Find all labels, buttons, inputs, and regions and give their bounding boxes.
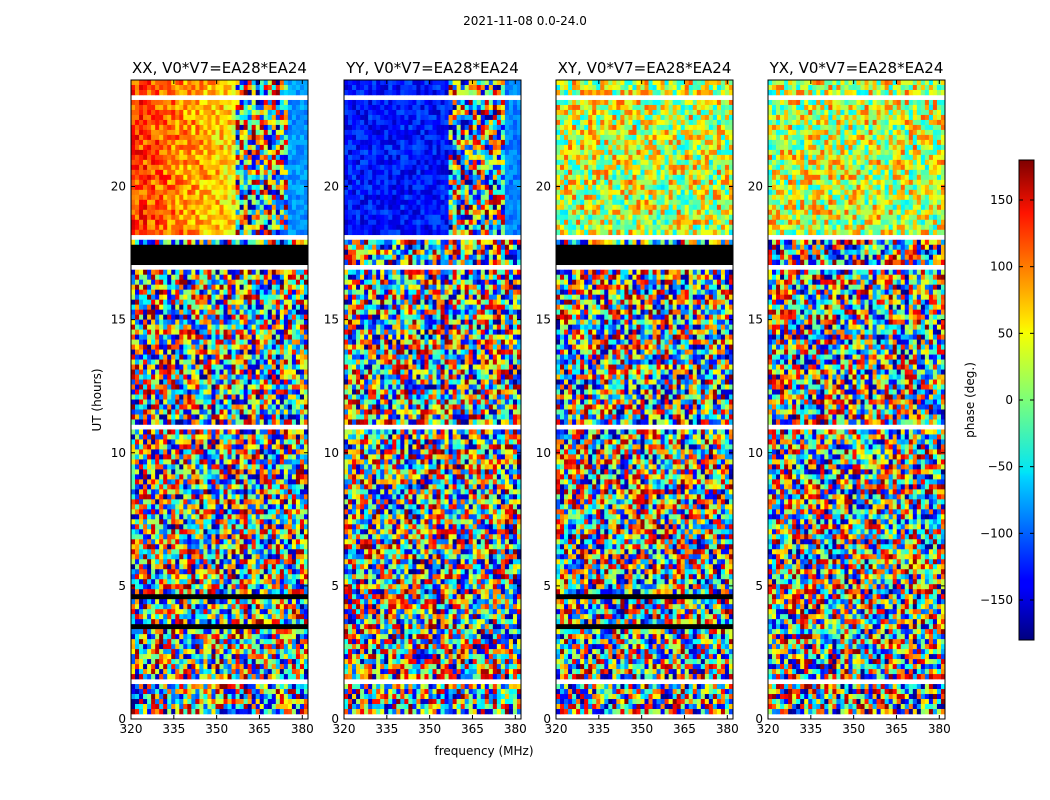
panel-title: XX, V0*V7=EA28*EA24 (132, 59, 307, 77)
colorbar: 150 100 50 0 −50 −100 −150 (980, 159, 1035, 641)
y-tick-label: 5 (331, 579, 339, 593)
x-tick-label: 380 (716, 722, 739, 736)
y-tick-label: 15 (536, 313, 551, 327)
y-tick-label: 20 (324, 180, 339, 194)
x-tick-label: 320 (333, 722, 356, 736)
y-tick-label: 10 (111, 446, 126, 460)
panel-title: YY, V0*V7=EA28*EA24 (345, 59, 519, 77)
heatmap-cells (768, 80, 946, 715)
y-tick-label: 20 (111, 180, 126, 194)
x-tick-label: 350 (205, 722, 228, 736)
colorbar-tick-label: −150 (980, 593, 1013, 607)
panel-frame (343, 79, 522, 720)
y-tick-label: 0 (118, 712, 126, 726)
x-tick-label: 320 (757, 722, 780, 736)
x-tick-label: 365 (248, 722, 271, 736)
colorbar-label: phase (deg.) (963, 362, 977, 438)
figure-title: 2021-11-08 0.0-24.0 (0, 14, 1050, 28)
y-tick-label: 5 (118, 579, 126, 593)
colorbar-tick-label: 0 (1005, 393, 1013, 407)
x-tick-label: 380 (928, 722, 951, 736)
y-tick-label: 10 (748, 446, 763, 460)
colorbar-tick-label: −100 (980, 526, 1013, 540)
x-tick-label: 335 (799, 722, 822, 736)
panel-yx: YX, V0*V7=EA28*EA24 320 335 350 365 380 0 5 10 15… (748, 59, 951, 736)
y-tick-label: 15 (111, 313, 126, 327)
y-tick-label: 15 (324, 313, 339, 327)
heatmap-cells (556, 80, 734, 715)
x-tick-label: 320 (120, 722, 143, 736)
x-tick-label: 365 (885, 722, 908, 736)
panel-frame (130, 79, 309, 720)
colorbar-tick-label: 50 (998, 326, 1013, 340)
x-tick-label: 335 (162, 722, 185, 736)
y-tick-label: 5 (543, 579, 551, 593)
y-tick-label: 10 (536, 446, 551, 460)
y-tick-label: 0 (543, 712, 551, 726)
x-tick-label: 380 (504, 722, 527, 736)
y-tick-label: 15 (748, 313, 763, 327)
x-tick-label: 335 (587, 722, 610, 736)
heatmap-cells (131, 80, 309, 715)
panel-yy: YY, V0*V7=EA28*EA24 320 335 350 365 380 0 5 10 15… (324, 59, 527, 736)
x-tick-label: 320 (545, 722, 568, 736)
y-tick-label: 10 (324, 446, 339, 460)
y-tick-label: 20 (748, 180, 763, 194)
colorbar-tick-label: −50 (988, 460, 1013, 474)
colorbar-tick-label: 150 (990, 193, 1013, 207)
panel-xx: XX, V0*V7=EA28*EA24 320 335 350 365 380 0 5 10 15… (111, 59, 314, 736)
heatmap-cells (344, 80, 522, 715)
x-axis-label: frequency (MHz) (434, 744, 533, 758)
x-tick-label: 380 (291, 722, 314, 736)
panel-frame (767, 79, 946, 720)
x-tick-label: 365 (461, 722, 484, 736)
x-tick-label: 350 (418, 722, 441, 736)
panel-title: YX, V0*V7=EA28*EA24 (769, 59, 944, 77)
panel-xy: XY, V0*V7=EA28*EA24 320 335 350 365 380 0 5 10 15… (536, 59, 739, 736)
x-tick-label: 350 (842, 722, 865, 736)
panel-frame (555, 79, 734, 720)
y-tick-label: 0 (755, 712, 763, 726)
y-tick-label: 0 (331, 712, 339, 726)
colorbar-tick-label: 100 (990, 260, 1013, 274)
x-tick-label: 335 (375, 722, 398, 736)
y-tick-label: 5 (755, 579, 763, 593)
panel-title: XY, V0*V7=EA28*EA24 (558, 59, 732, 77)
x-tick-label: 350 (630, 722, 653, 736)
x-tick-label: 365 (673, 722, 696, 736)
y-tick-label: 20 (536, 180, 551, 194)
y-axis-label: UT (hours) (90, 368, 104, 431)
